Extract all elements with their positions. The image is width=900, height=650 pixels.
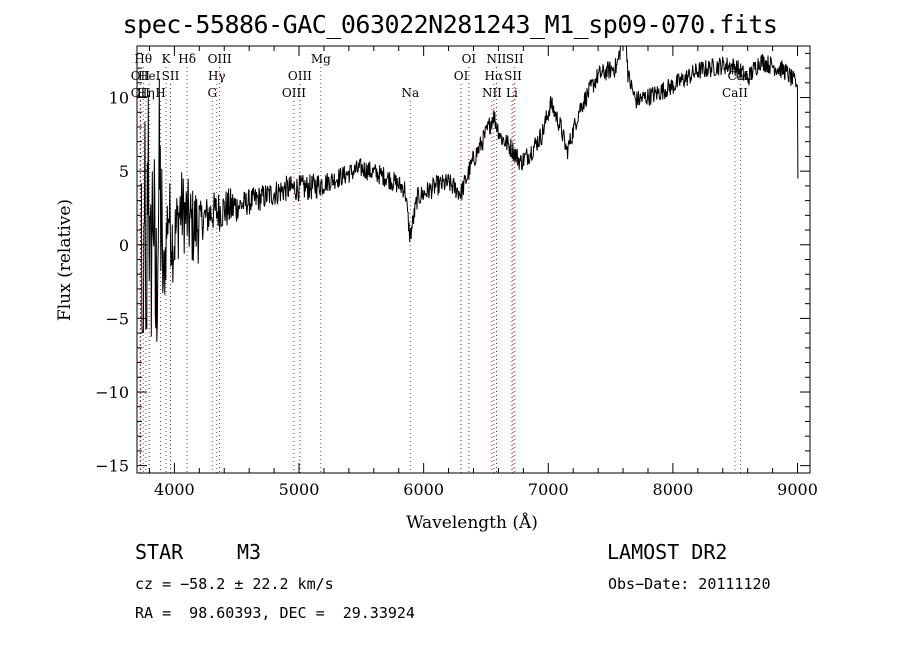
y-tick-label: 0: [119, 236, 129, 255]
spectral-line-markers: [139, 67, 741, 473]
spectrum-line: [140, 45, 799, 342]
x-tick-label: 4000: [154, 480, 195, 499]
x-tick-label: 8000: [653, 480, 694, 499]
spectral-line-label: Hα: [485, 69, 504, 83]
x-tick-label: 6000: [403, 480, 444, 499]
spectral-line-label: OIII: [282, 86, 306, 100]
x-tick-label: 5000: [279, 480, 320, 499]
spectral-line-label: SII: [162, 69, 180, 83]
x-axis-label: Wavelength (Å): [406, 512, 538, 533]
x-tick-label: 7000: [528, 480, 569, 499]
spectral-line-label: OII: [131, 86, 151, 100]
redshift-readout: cz = −58.2 ± 22.2 km/s: [135, 575, 334, 593]
spectral-line-label: CaII: [722, 86, 748, 100]
spectral-line-label: NII: [482, 86, 502, 100]
spectral-line-label: Li: [506, 86, 518, 100]
spectral-line-label: Hδ: [178, 52, 196, 66]
spectral-line-label: Hγ: [208, 69, 226, 83]
spectral-line-label: K: [162, 52, 172, 66]
spectral-line-label: NII: [486, 52, 506, 66]
y-axis-label: Flux (relative): [55, 199, 75, 321]
object-subclass: M3: [237, 540, 262, 564]
spectral-line-label: Hη: [137, 86, 155, 100]
y-tick-label: 5: [119, 162, 129, 181]
spectral-line-label: SII: [504, 69, 522, 83]
x-tick-label: 9000: [777, 480, 818, 499]
y-tick-label: −5: [105, 309, 129, 328]
y-tick-label: −15: [95, 457, 129, 476]
axis-ticks: [137, 46, 810, 473]
axis-tick-labels: 4000 5000 6000 7000 8000 9000 −15 −10 −5 0 5 10: [95, 89, 818, 499]
coordinates-readout: RA = 98.60393, DEC = 29.33924: [135, 604, 415, 622]
spectral-line-label: H: [155, 86, 165, 100]
spectral-line-label: Mg: [311, 52, 331, 66]
spectral-line-label: OI: [454, 69, 469, 83]
spectral-line-label: OI: [462, 52, 477, 66]
spectral-line-label: OIII: [208, 52, 232, 66]
spectral-line-label: HeI: [138, 69, 161, 83]
spectral-line-label: OII: [131, 69, 151, 83]
plot-frame: [136, 45, 811, 474]
spectral-line-labels: OII OII Hθ Hη HeI H K SII Hδ G Hγ OIII OIII OIII Mg Na O…: [131, 52, 754, 100]
object-class: STAR: [135, 540, 184, 564]
spectral-line-label: OIII: [288, 69, 312, 83]
y-tick-label: −10: [95, 383, 129, 402]
observation-date: Obs−Date: 20111120: [608, 575, 771, 593]
y-tick-label: 10: [109, 89, 129, 108]
spectral-line-label: Na: [401, 86, 419, 100]
survey-name: LAMOST DR2: [607, 540, 728, 564]
spectral-line-label: Hθ: [134, 52, 152, 66]
chart-title: spec-55886-GAC_063022N281243_M1_sp09-070…: [122, 10, 778, 39]
spectral-line-label: SII: [506, 52, 524, 66]
spectral-line-label: G: [207, 86, 217, 100]
